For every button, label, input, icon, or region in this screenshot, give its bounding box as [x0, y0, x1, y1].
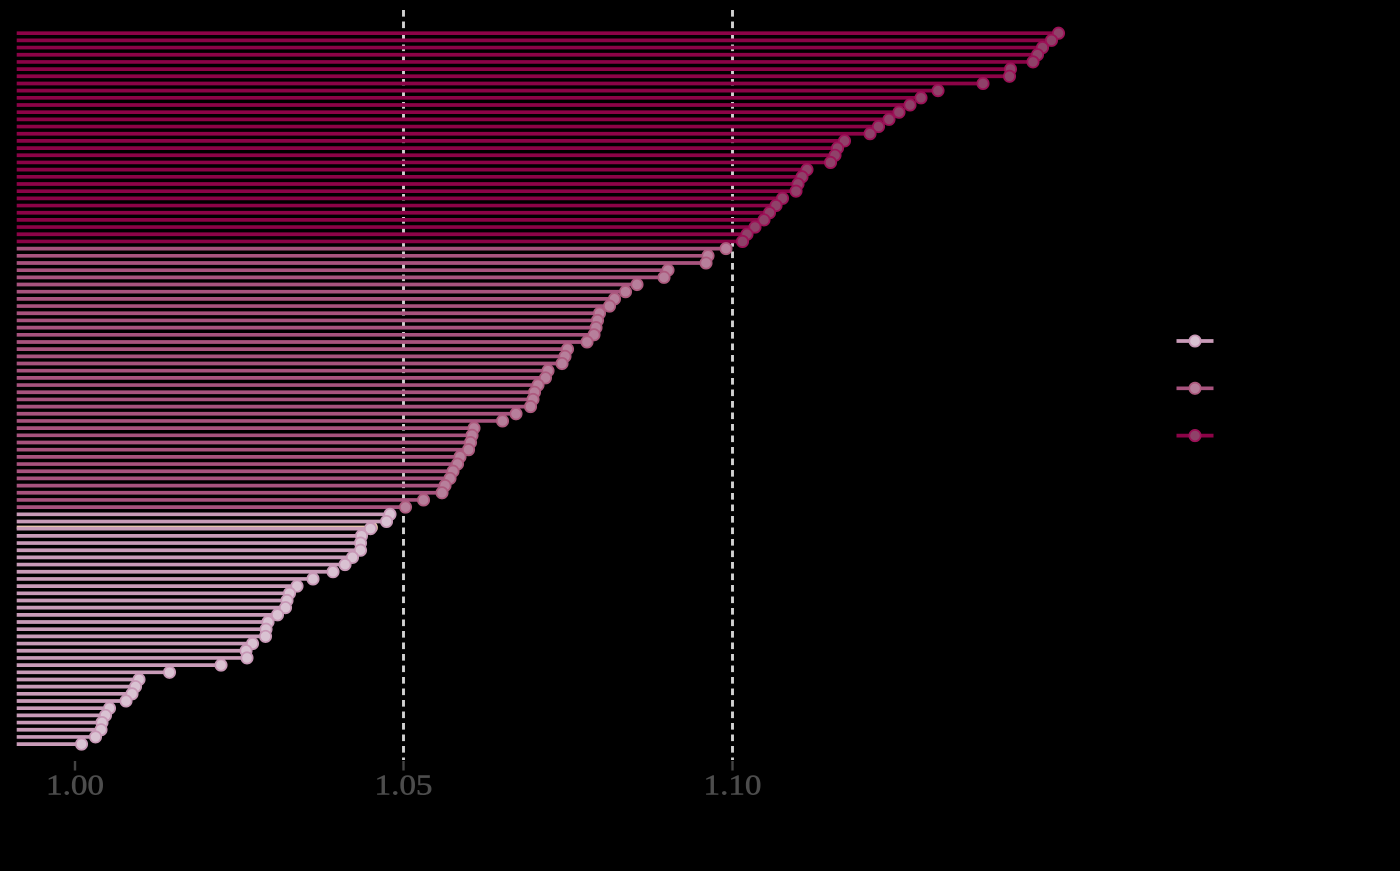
svg-text:1.05: 1.05	[375, 770, 433, 802]
svg-text:1.00: 1.00	[46, 770, 104, 802]
svg-text:1.10: 1.10	[704, 770, 762, 802]
